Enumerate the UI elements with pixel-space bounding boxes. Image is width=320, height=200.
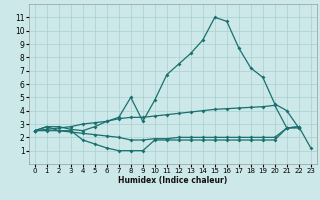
X-axis label: Humidex (Indice chaleur): Humidex (Indice chaleur)	[118, 176, 228, 185]
